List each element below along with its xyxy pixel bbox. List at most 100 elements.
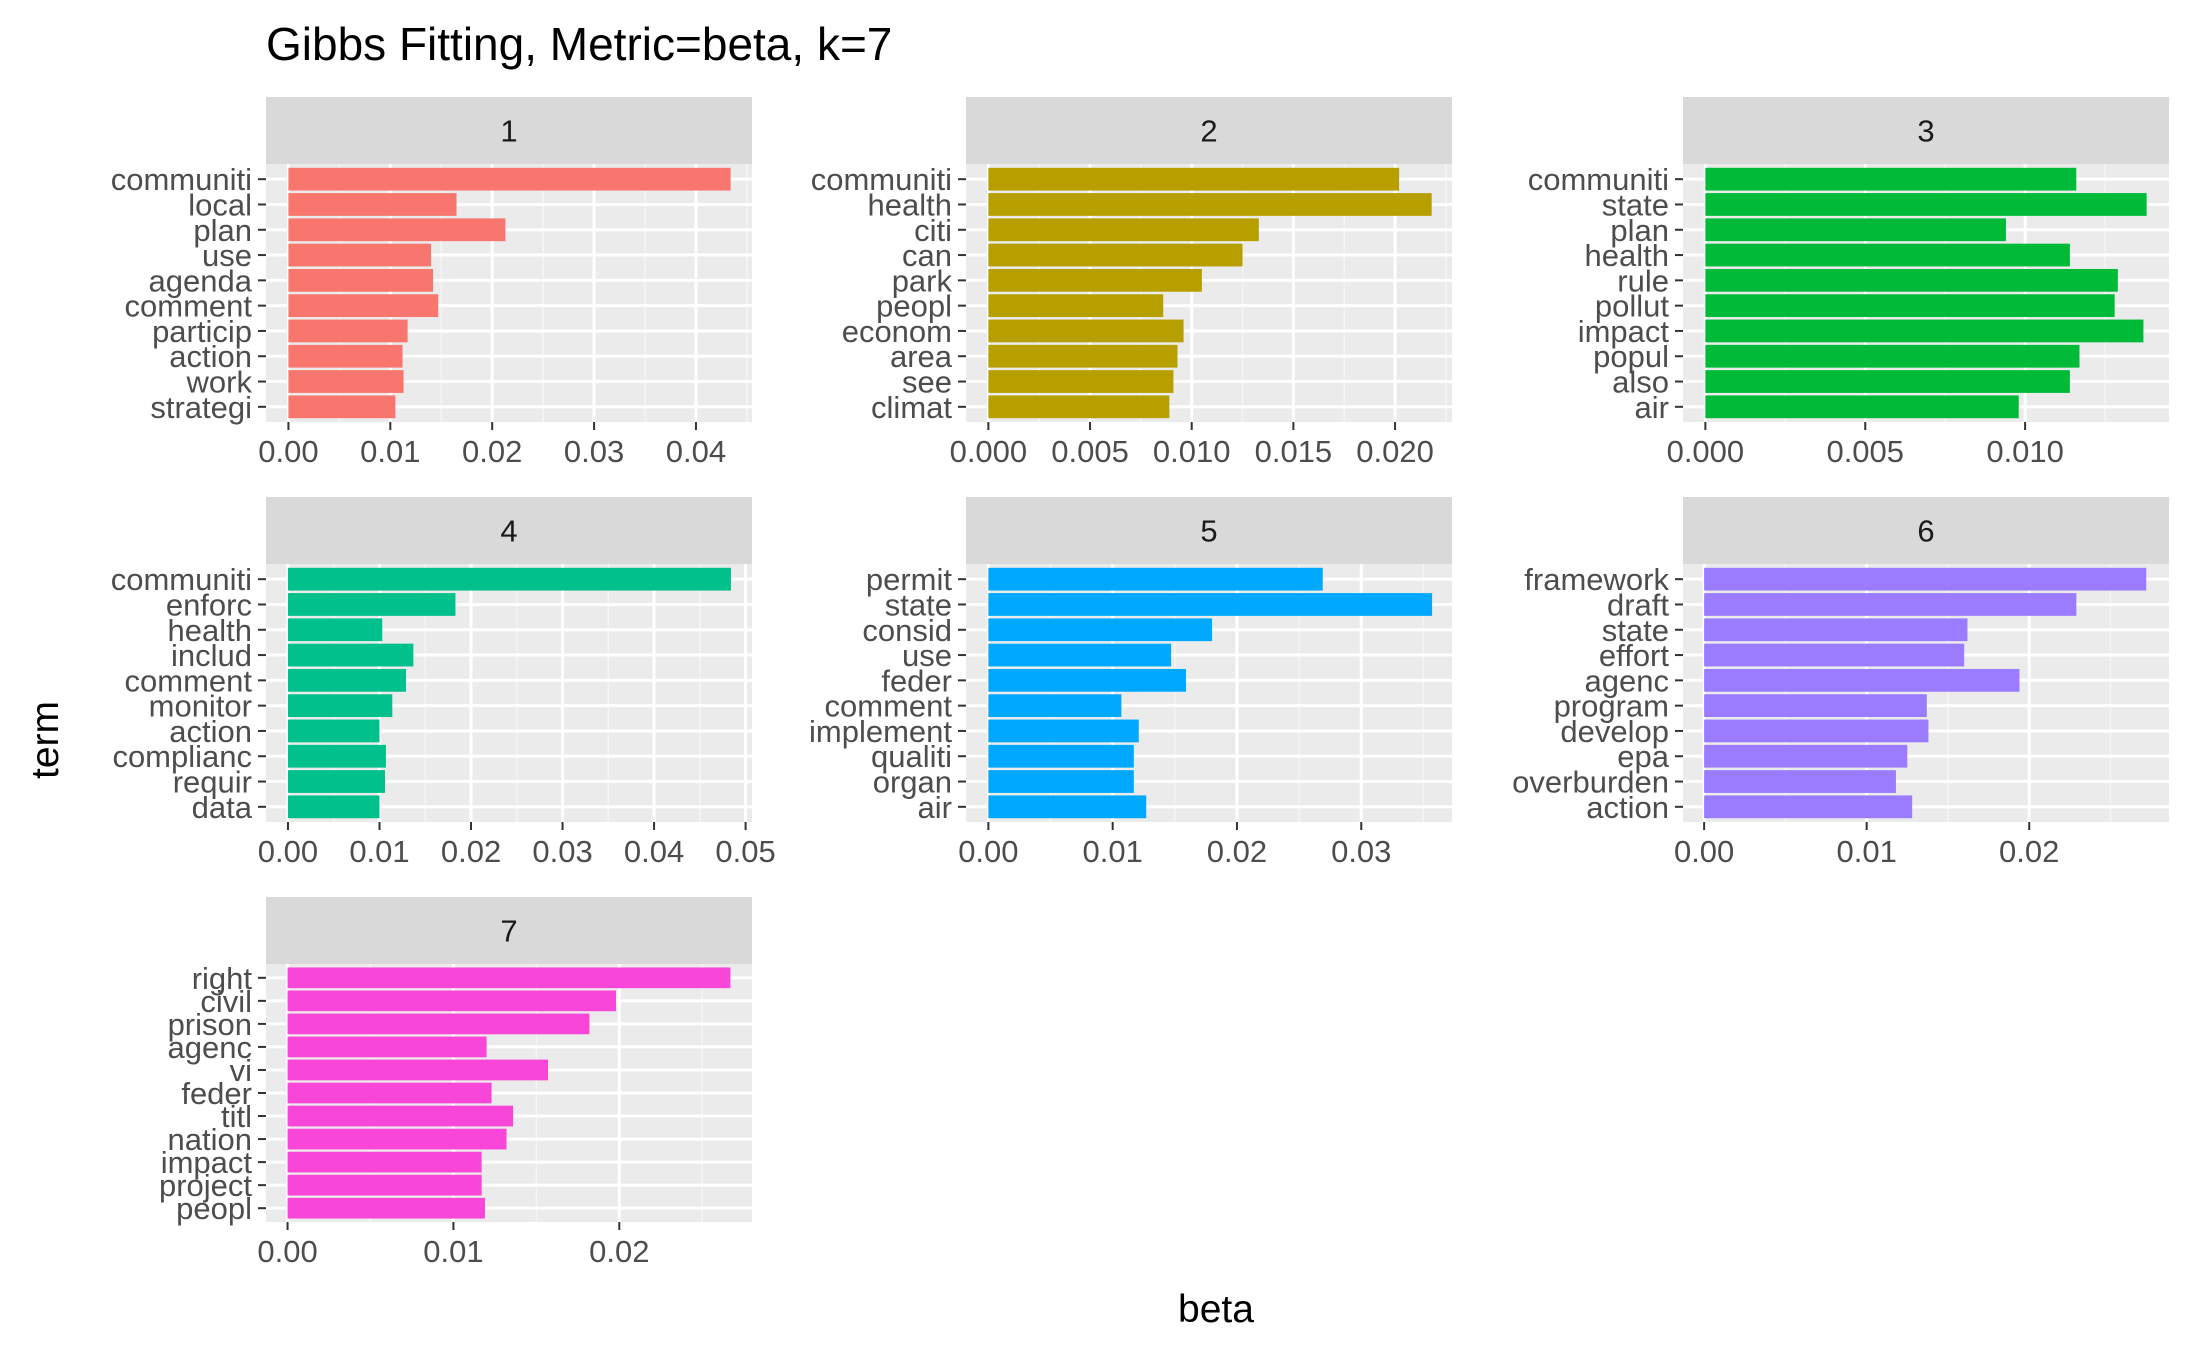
term-label: local [188, 187, 252, 222]
x-tick-label: 0.005 [1051, 434, 1129, 469]
bar-implement [988, 719, 1139, 743]
x-tick-label: 0.01 [1082, 834, 1142, 869]
term-label: climat [871, 390, 952, 425]
bar-area [988, 344, 1178, 368]
bar-plan [1705, 218, 2006, 242]
bar-econom [988, 319, 1184, 343]
term-label: air [918, 790, 952, 825]
term-label: health [168, 613, 252, 648]
term-label: framework [1524, 562, 1669, 597]
term-label: complianc [112, 739, 252, 774]
term-label: qualiti [871, 739, 952, 774]
term-label: rule [1617, 263, 1669, 298]
term-label: plan [193, 213, 252, 248]
bar-comment [288, 294, 439, 318]
bar-peopl [988, 294, 1164, 318]
bar-pollut [1705, 294, 2115, 318]
facet-strip [266, 97, 752, 164]
term-label: see [902, 365, 952, 400]
bar-feder [287, 1082, 492, 1104]
bar-citi [988, 218, 1259, 242]
x-tick-label: 0.03 [564, 434, 624, 469]
term-label: epa [1617, 739, 1669, 774]
term-label: pollut [1595, 289, 1669, 324]
term-label: data [192, 790, 253, 825]
y-axis-title: term [24, 701, 67, 779]
facet-panel-3: 3 communitistateplanhealthrulepollutimpac… [1528, 97, 2169, 469]
term-label: state [1602, 613, 1669, 648]
bar-work [288, 370, 404, 393]
x-tick-label: 0.03 [532, 834, 592, 869]
term-label: project [159, 1168, 252, 1203]
term-label: econom [842, 314, 952, 349]
bar-local [288, 193, 457, 216]
chart-title: Gibbs Fitting, Metric=beta, k=7 [266, 18, 892, 70]
term-label: nation [168, 1122, 252, 1157]
facet-panels: 1communitilocalplanuseagendacommentparti… [111, 97, 2169, 1269]
x-tick-label: 0.010 [1986, 434, 2064, 469]
x-tick-label: 0.015 [1255, 434, 1333, 469]
x-tick-label: 0.05 [715, 834, 775, 869]
x-tick-label: 0.00 [258, 834, 318, 869]
bar-requir [287, 770, 385, 793]
facet-strip [966, 497, 1452, 564]
bar-communiti [988, 167, 1400, 191]
bar-comment [287, 668, 407, 692]
term-label: draft [1607, 587, 1669, 622]
term-label: health [868, 187, 952, 222]
term-label: communiti [111, 562, 252, 597]
x-tick-label: 0.02 [1999, 834, 2059, 869]
bar-effort [1704, 643, 1965, 667]
bar-data [287, 795, 380, 819]
term-label: communiti [1528, 162, 1669, 197]
bar-permit [988, 567, 1323, 591]
x-tick-label: 0.000 [1667, 434, 1745, 469]
term-label: comment [125, 663, 253, 698]
bar-includ [287, 643, 414, 667]
bar-communiti [287, 567, 731, 591]
term-label: comment [825, 689, 953, 724]
bar-titl [287, 1105, 514, 1127]
term-label: peopl [176, 1191, 252, 1226]
bar-agenc [1704, 668, 2020, 692]
bar-enforc [287, 593, 456, 616]
bar-agenda [288, 268, 434, 292]
bar-peopl [287, 1197, 485, 1219]
bar-feder [988, 668, 1187, 692]
bar-overburden [1704, 770, 1896, 793]
term-label: enforc [166, 587, 252, 622]
bar-air [988, 795, 1147, 819]
x-axis-title: beta [1178, 1288, 1254, 1331]
facet-panel-1: 1 communitilocalplanuseagendacommentparti… [111, 97, 752, 469]
term-label: implement [809, 714, 952, 749]
facet-panel-7: 7 rightcivilprisonagencvifedertitlnationi… [159, 897, 752, 1269]
x-tick-label: 0.01 [423, 1234, 483, 1269]
x-tick-label: 0.020 [1356, 434, 1434, 469]
term-label: communiti [811, 162, 952, 197]
bar-communiti [288, 167, 731, 191]
facet-panel-2: 2 communitihealthciticanparkpeopleconomar… [811, 97, 1452, 469]
bar-develop [1704, 719, 1929, 743]
bar-park [988, 268, 1202, 292]
bar-health [1705, 243, 2070, 267]
term-label: requir [173, 765, 252, 800]
bar-prison [287, 1013, 590, 1035]
facet-strip [266, 497, 752, 564]
term-label: communiti [111, 162, 252, 197]
term-label: work [186, 365, 253, 400]
term-label: particip [152, 314, 252, 349]
term-label: agenc [168, 1030, 252, 1065]
bar-strategi [288, 395, 396, 419]
term-label: titl [221, 1099, 252, 1134]
facet-strip-label: 7 [500, 914, 517, 949]
term-label: feder [881, 663, 952, 698]
x-tick-label: 0.010 [1153, 434, 1231, 469]
term-label: impact [1578, 314, 1670, 349]
term-label: feder [181, 1076, 252, 1111]
term-label: vi [230, 1053, 252, 1088]
bar-state [988, 593, 1433, 616]
bar-action [1704, 795, 1913, 819]
facet-panel-4: 4 communitienforchealthincludcommentmonit… [111, 497, 776, 869]
bar-action [288, 344, 403, 368]
